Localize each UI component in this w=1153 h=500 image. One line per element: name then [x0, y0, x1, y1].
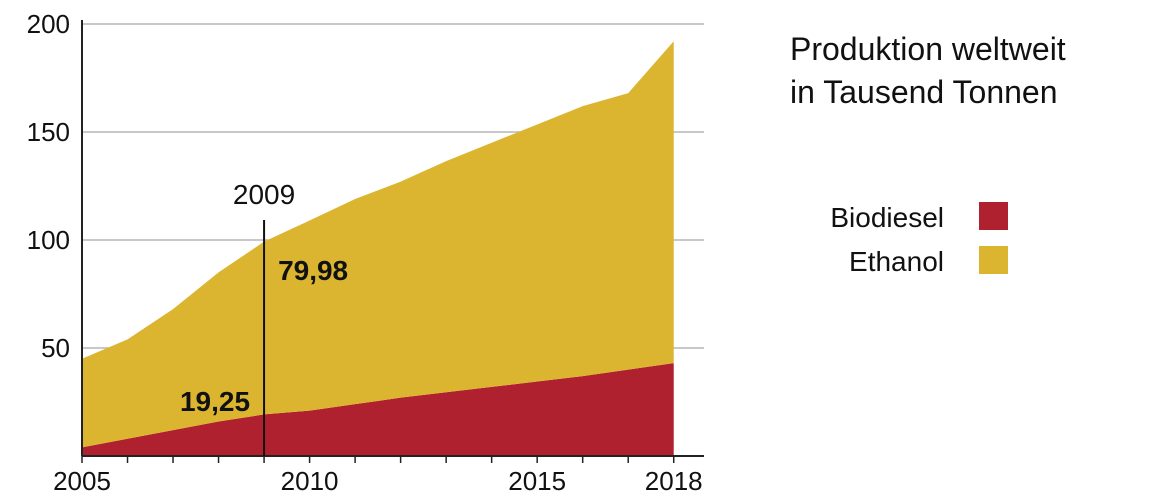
x-tick-label-2015: 2015	[508, 466, 566, 496]
area-ethanol	[82, 41, 674, 448]
y-tick-label-200: 200	[27, 9, 70, 39]
area-biodiesel	[82, 363, 674, 456]
y-tick-label-100: 100	[27, 225, 70, 255]
legend: Biodiesel Ethanol	[830, 202, 1008, 277]
axes	[81, 20, 704, 457]
area-layer	[82, 41, 674, 456]
tick-labels: 2005 2010 2015 2018 50 100 150 200	[27, 9, 703, 496]
y-tick-label-50: 50	[41, 333, 70, 363]
legend-swatch-ethanol	[979, 246, 1008, 274]
annotation-biodiesel-value: 19,25	[180, 386, 250, 417]
annotation-year-label: 2009	[233, 179, 295, 210]
legend-label-biodiesel: Biodiesel	[830, 202, 944, 233]
chart-title: Produktion weltweit in Tausend Tonnen	[790, 31, 1066, 110]
annotation-ethanol-value: 79,98	[278, 255, 348, 286]
x-tick-label-2018: 2018	[645, 466, 703, 496]
legend-swatch-biodiesel	[979, 202, 1008, 230]
annotation: 2009 79,98 19,25	[180, 179, 348, 456]
x-tick-label-2010: 2010	[281, 466, 339, 496]
legend-label-ethanol: Ethanol	[849, 246, 944, 277]
y-tick-label-150: 150	[27, 117, 70, 147]
x-tick-label-2005: 2005	[53, 466, 111, 496]
chart-title-line: Produktion weltweit	[790, 31, 1066, 67]
chart-subtitle-line: in Tausend Tonnen	[790, 74, 1058, 110]
